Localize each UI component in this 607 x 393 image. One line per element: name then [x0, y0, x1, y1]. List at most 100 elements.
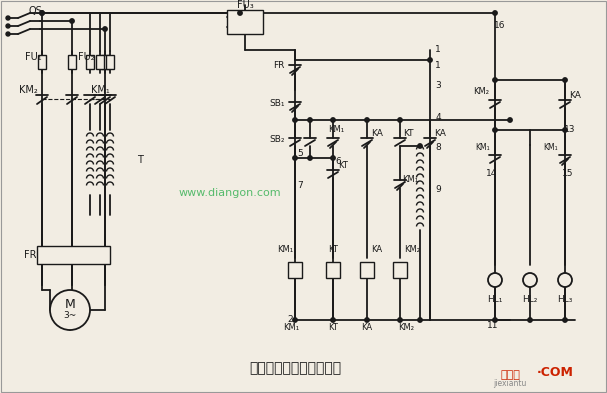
Text: KA: KA — [371, 129, 383, 138]
Text: jiexiantu: jiexiantu — [493, 378, 527, 387]
Circle shape — [558, 273, 572, 287]
Circle shape — [493, 78, 497, 82]
Circle shape — [308, 156, 312, 160]
Text: 14: 14 — [486, 169, 498, 178]
Circle shape — [563, 78, 567, 82]
Text: FU₂: FU₂ — [78, 52, 94, 62]
Text: 9: 9 — [435, 185, 441, 195]
Circle shape — [293, 118, 297, 122]
Text: QS: QS — [28, 6, 42, 16]
Circle shape — [365, 118, 369, 122]
Circle shape — [50, 290, 90, 330]
Text: 6: 6 — [335, 158, 341, 167]
Text: 4: 4 — [435, 114, 441, 123]
Text: 2: 2 — [287, 316, 293, 325]
Text: KA: KA — [371, 246, 382, 255]
Bar — [101, 55, 109, 69]
Text: FU₃: FU₃ — [237, 0, 253, 10]
Text: SB₁: SB₁ — [270, 99, 285, 108]
Circle shape — [493, 318, 497, 322]
Text: KM₁: KM₁ — [402, 176, 418, 184]
Text: T: T — [137, 155, 143, 165]
Text: ·COM: ·COM — [537, 365, 574, 378]
Text: KM₁: KM₁ — [476, 143, 490, 151]
Text: KM₁: KM₁ — [328, 125, 344, 134]
Circle shape — [418, 318, 422, 322]
Text: KA: KA — [361, 323, 373, 332]
Text: KT: KT — [338, 160, 348, 169]
Text: KM₂: KM₂ — [473, 88, 489, 97]
Text: 8: 8 — [435, 143, 441, 152]
Text: 自耦变压器降压控制电路: 自耦变压器降压控制电路 — [249, 361, 341, 375]
Circle shape — [308, 118, 312, 122]
Circle shape — [6, 16, 10, 20]
Circle shape — [523, 273, 537, 287]
Bar — [37, 246, 110, 264]
Bar — [68, 55, 76, 69]
Text: HL₃: HL₃ — [557, 296, 572, 305]
Text: 3~: 3~ — [63, 312, 76, 321]
Text: 16: 16 — [494, 20, 506, 29]
Text: FU₁: FU₁ — [25, 52, 41, 62]
Circle shape — [6, 24, 10, 28]
Text: 15: 15 — [562, 169, 574, 178]
Text: www.diangon.com: www.diangon.com — [178, 188, 281, 198]
Text: HL₂: HL₂ — [522, 296, 538, 305]
Bar — [106, 55, 114, 69]
Text: M: M — [64, 299, 75, 312]
Bar — [326, 262, 340, 278]
Circle shape — [418, 144, 422, 148]
Circle shape — [508, 118, 512, 122]
Text: 3: 3 — [435, 81, 441, 90]
Text: 7: 7 — [297, 182, 303, 191]
Circle shape — [331, 318, 335, 322]
Bar — [68, 247, 76, 263]
Text: KA: KA — [569, 90, 581, 99]
Circle shape — [293, 318, 297, 322]
Text: FR: FR — [24, 250, 36, 260]
Circle shape — [563, 128, 567, 132]
Text: HL₁: HL₁ — [487, 296, 503, 305]
Bar — [96, 55, 104, 69]
Text: KT: KT — [328, 323, 338, 332]
Text: SB₂: SB₂ — [270, 136, 285, 145]
Text: KA: KA — [434, 129, 446, 138]
Bar — [38, 55, 46, 69]
Bar — [101, 247, 109, 263]
Circle shape — [398, 318, 402, 322]
Bar — [86, 55, 94, 69]
Text: KM₂: KM₂ — [19, 85, 38, 95]
Bar — [360, 262, 374, 278]
Text: 1: 1 — [435, 46, 441, 55]
Bar — [288, 262, 302, 278]
Circle shape — [365, 318, 369, 322]
Circle shape — [40, 11, 44, 15]
Text: 13: 13 — [565, 125, 576, 134]
Circle shape — [563, 318, 567, 322]
Circle shape — [70, 19, 74, 23]
Text: KM₁: KM₁ — [277, 246, 293, 255]
Text: KT: KT — [403, 129, 413, 138]
Text: 接线图: 接线图 — [500, 370, 520, 380]
Text: KM₁: KM₁ — [90, 85, 109, 95]
Circle shape — [493, 11, 497, 15]
Circle shape — [488, 273, 502, 287]
Circle shape — [428, 58, 432, 62]
Circle shape — [238, 11, 242, 15]
Bar — [227, 10, 263, 34]
Circle shape — [6, 32, 10, 36]
Text: KM₂: KM₂ — [398, 323, 414, 332]
Bar — [393, 262, 407, 278]
Circle shape — [528, 318, 532, 322]
Circle shape — [331, 118, 335, 122]
Text: KM₂: KM₂ — [404, 246, 420, 255]
Circle shape — [398, 118, 402, 122]
Circle shape — [40, 11, 44, 15]
Text: KT: KT — [328, 246, 338, 255]
Text: 11: 11 — [487, 321, 499, 329]
Text: FR: FR — [273, 61, 285, 70]
Circle shape — [493, 128, 497, 132]
Circle shape — [293, 156, 297, 160]
Text: KM₁: KM₁ — [544, 143, 558, 151]
Circle shape — [103, 27, 107, 31]
